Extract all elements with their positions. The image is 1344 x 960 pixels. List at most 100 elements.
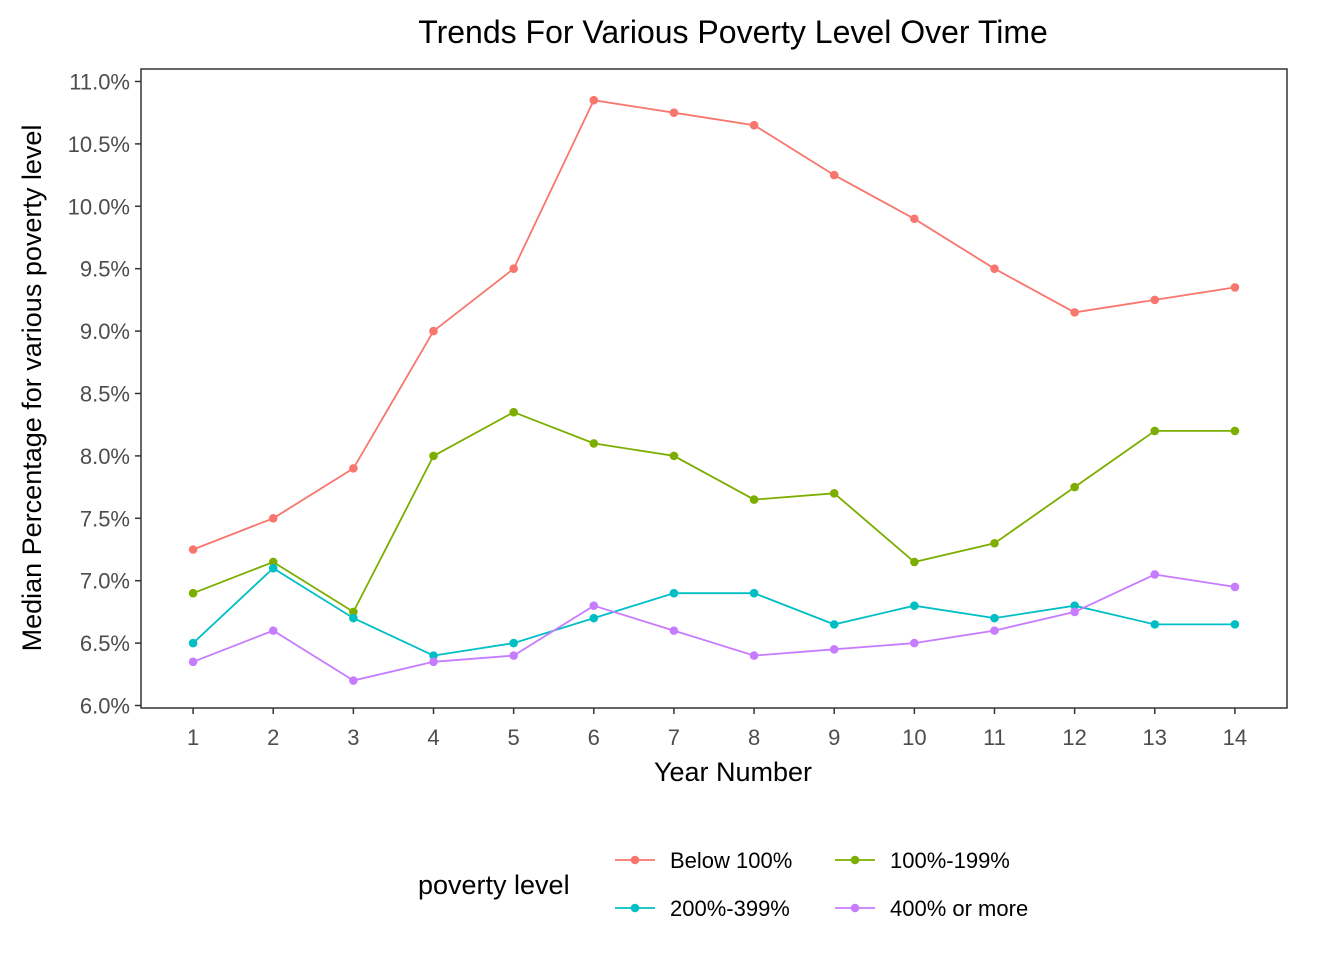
x-tick-label: 10: [902, 725, 926, 750]
legend: poverty level Below 100% 200%-399% 100%-19…: [418, 848, 1028, 921]
y-axis: 6.0% 6.5% 7.0% 7.5% 8.0% 8.5% 9.0% 9.5% 10.0% 10.…: [68, 69, 141, 719]
x-tick-label: 4: [427, 725, 439, 750]
data-point: [188, 588, 198, 598]
legend-key-point: [850, 855, 860, 865]
data-point: [509, 651, 518, 660]
legend-label: Below 100%: [670, 848, 792, 873]
data-point: [990, 613, 999, 623]
data-point: [910, 601, 919, 610]
x-tick-label: 7: [668, 725, 680, 750]
data-point: [990, 626, 999, 635]
x-axis: 1 2 3 4 5 6 7 8 9 10 11 12 13 14: [187, 708, 1247, 750]
legend-items: Below 100% 200%-399% 100%-199% 400% or more: [615, 848, 1028, 921]
x-tick-label: 8: [748, 725, 760, 750]
data-point: [188, 657, 198, 667]
legend-item: 100%-199%: [835, 848, 1010, 873]
data-point: [749, 120, 759, 130]
x-tick-label: 6: [588, 725, 600, 750]
x-tick-label: 13: [1143, 725, 1167, 750]
series-line: [192, 99, 1236, 551]
data-point: [1230, 426, 1240, 436]
legend-item: 400% or more: [835, 896, 1028, 921]
data-point: [188, 545, 198, 554]
data-point: [1230, 283, 1240, 292]
y-tick-label: 9.0%: [80, 319, 130, 344]
data-point: [349, 613, 358, 623]
data-point: [589, 601, 599, 610]
data-point: [509, 407, 518, 417]
data-point: [829, 620, 839, 629]
data-point: [268, 557, 278, 567]
legend-key-point: [630, 903, 640, 913]
data-point: [749, 651, 759, 660]
data-point: [669, 588, 679, 598]
data-point: [1070, 601, 1079, 610]
data-point: [1150, 620, 1160, 629]
legend-key-point: [630, 855, 640, 865]
legend-item: 200%-399%: [615, 896, 790, 921]
series-line: [192, 573, 1236, 682]
data-point: [829, 489, 839, 498]
x-tick-label: 14: [1223, 725, 1247, 750]
data-point: [429, 451, 438, 461]
data-point: [429, 657, 438, 667]
data-point: [829, 645, 839, 654]
data-point: [509, 264, 518, 273]
y-axis-title: Median Percentage for various poverty le…: [17, 125, 47, 652]
data-point: [589, 95, 599, 105]
y-tick-label: 7.5%: [80, 506, 130, 531]
plot-panel-border: [140, 68, 1288, 709]
series-100-199: [188, 407, 1240, 617]
data-point: [910, 638, 919, 648]
data-point: [1070, 482, 1079, 492]
data-point: [1070, 607, 1079, 617]
data-point: [990, 264, 999, 273]
data-point: [589, 613, 599, 623]
x-tick-label: 2: [267, 725, 279, 750]
data-point: [1070, 308, 1079, 317]
legend-label: 400% or more: [890, 896, 1028, 921]
data-point: [990, 538, 999, 548]
series-line: [192, 567, 1235, 657]
data-point: [188, 638, 198, 648]
data-point: [1150, 570, 1160, 579]
series-200-399: [188, 563, 1240, 660]
y-tick-label: 6.5%: [80, 631, 130, 656]
legend-title: poverty level: [418, 870, 570, 900]
data-point: [589, 439, 599, 448]
data-point: [669, 626, 679, 635]
y-tick-label: 10.0%: [68, 194, 130, 219]
data-point: [349, 607, 358, 617]
data-point: [509, 638, 518, 648]
series-400-or-more: [188, 570, 1240, 685]
data-point: [1150, 295, 1160, 305]
data-point: [749, 588, 759, 598]
y-tick-label: 6.0%: [80, 694, 130, 719]
x-tick-label: 11: [983, 725, 1006, 750]
data-point: [669, 108, 679, 117]
y-tick-label: 8.5%: [80, 381, 130, 406]
x-axis-title: Year Number: [654, 757, 812, 787]
data-point: [349, 676, 358, 685]
data-point: [910, 557, 919, 567]
y-tick-label: 9.5%: [80, 257, 130, 282]
series-layer: [188, 95, 1240, 685]
y-tick-label: 7.0%: [80, 569, 130, 594]
legend-item: Below 100%: [615, 848, 792, 873]
chart-title: Trends For Various Poverty Level Over Ti…: [418, 14, 1048, 50]
x-tick-label: 1: [187, 725, 199, 750]
legend-label: 200%-399%: [670, 896, 790, 921]
data-point: [268, 513, 278, 523]
data-point: [429, 326, 438, 336]
data-point: [1230, 582, 1240, 592]
data-point: [1150, 426, 1160, 436]
y-tick-label: 10.5%: [68, 132, 130, 157]
data-point: [1230, 620, 1240, 629]
data-point: [669, 451, 679, 461]
y-tick-label: 11.0%: [69, 69, 130, 94]
data-point: [429, 651, 438, 660]
x-tick-label: 12: [1062, 725, 1086, 750]
x-tick-label: 9: [828, 725, 840, 750]
series-line: [192, 411, 1235, 614]
